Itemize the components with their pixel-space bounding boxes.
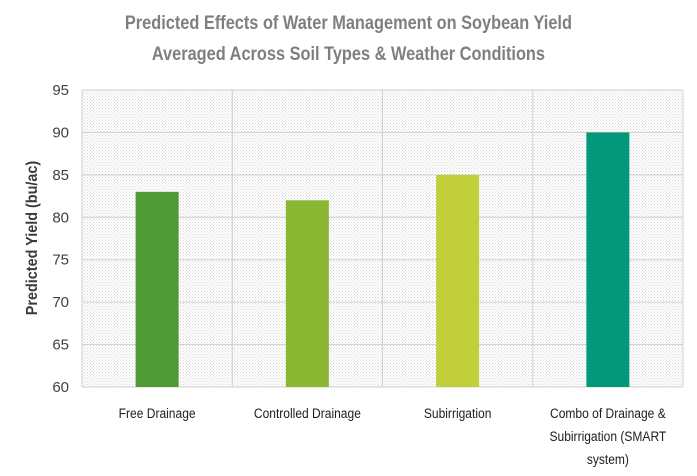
x-axis-categories: Free Drainage Controlled Drainage Subirrig… bbox=[119, 405, 667, 467]
gridlines bbox=[81, 89, 684, 388]
chart-title-line-1: Predicted Effects of Water Management on… bbox=[124, 13, 572, 34]
y-tick-label: 70 bbox=[52, 294, 69, 311]
bar bbox=[586, 132, 630, 387]
bar bbox=[135, 191, 179, 387]
bars bbox=[135, 132, 630, 387]
x-category-label: Subirrigation (SMART bbox=[549, 428, 666, 444]
y-axis-ticks: 60 65 70 75 80 85 90 95 bbox=[52, 82, 69, 396]
bar bbox=[285, 200, 329, 387]
y-tick-label: 85 bbox=[52, 167, 69, 184]
x-category-label: Subirrigation bbox=[424, 405, 492, 421]
chart-title-line-2: Averaged Across Soil Types & Weather Con… bbox=[151, 44, 546, 65]
x-category-label: Controlled Drainage bbox=[254, 405, 361, 421]
x-category-label: Combo of Drainage & bbox=[550, 405, 666, 421]
x-category-label: system) bbox=[587, 451, 629, 467]
y-tick-label: 95 bbox=[52, 82, 69, 99]
y-tick-label: 65 bbox=[52, 337, 69, 354]
y-tick-label: 60 bbox=[52, 379, 69, 396]
y-tick-label: 90 bbox=[52, 124, 69, 141]
y-axis-title: Predicted Yield (bu/ac) bbox=[23, 161, 41, 315]
bar bbox=[436, 174, 480, 387]
y-tick-label: 80 bbox=[52, 209, 69, 226]
y-tick-label: 75 bbox=[52, 252, 69, 269]
x-category-label: Free Drainage bbox=[119, 405, 196, 421]
chart-title: Predicted Effects of Water Management on… bbox=[49, 8, 648, 70]
